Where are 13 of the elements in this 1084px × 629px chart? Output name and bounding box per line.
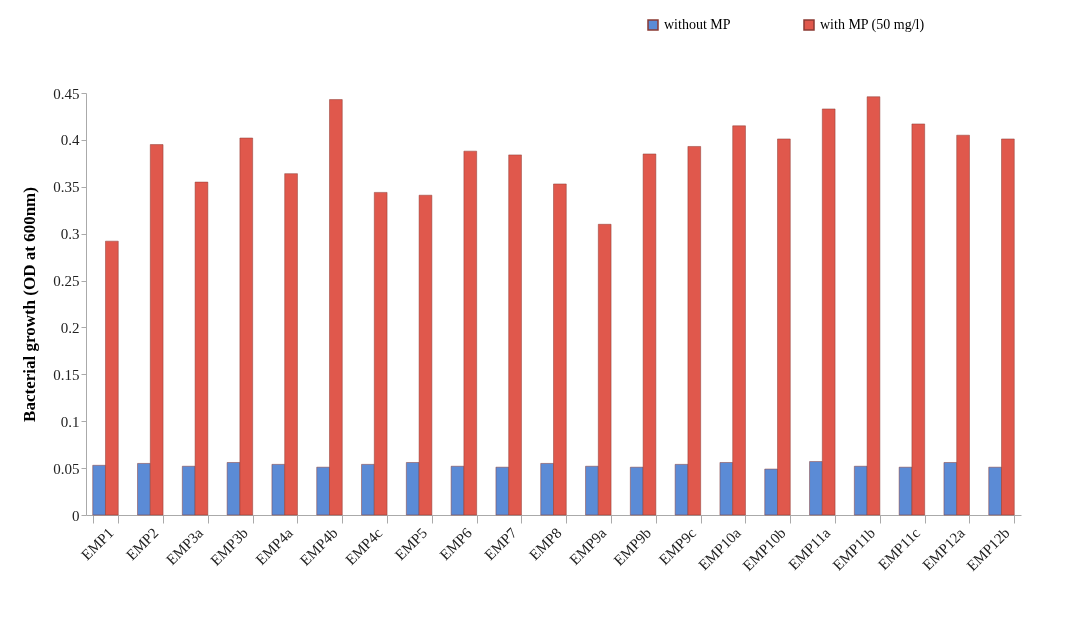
y-tick-label: 0.2 — [60, 319, 80, 336]
y-tick-label: 0.4 — [60, 132, 80, 149]
legend-label: without MP — [664, 17, 731, 32]
y-tick-label: 0.15 — [53, 366, 80, 383]
y-tick-label: 0.05 — [53, 460, 80, 477]
y-tick-label: 0.3 — [60, 226, 80, 243]
y-tick-label: 0.25 — [53, 273, 80, 290]
legend-label: with MP (50 mg/l) — [820, 17, 925, 33]
y-tick-label: 0.45 — [53, 85, 80, 102]
y-axis-title: Bacterial growth (OD at 600nm) — [20, 187, 40, 422]
y-tick-label: 0 — [72, 507, 80, 524]
y-tick-label: 0.1 — [60, 413, 80, 430]
y-tick-label: 0.35 — [53, 179, 80, 196]
